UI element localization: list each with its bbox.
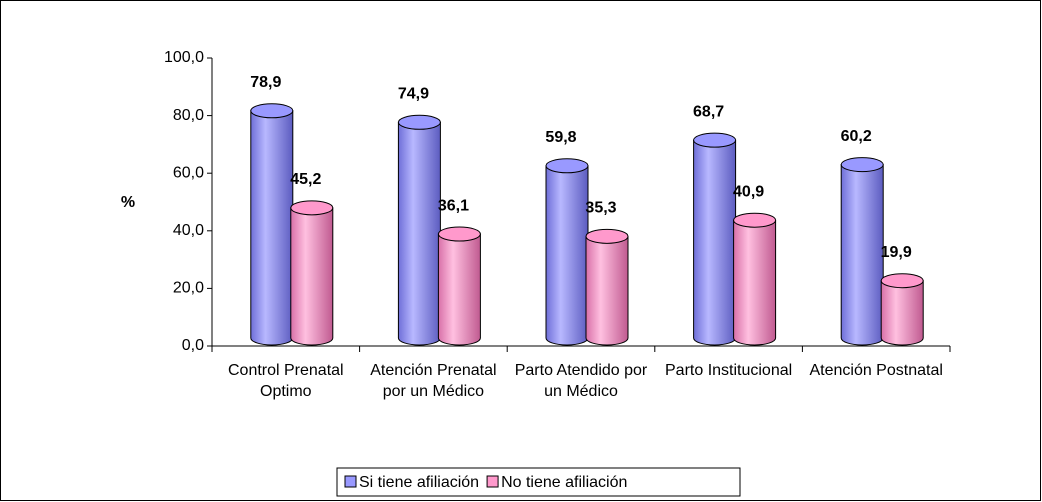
- data-label: 78,9: [250, 74, 281, 91]
- bar: [397, 114, 441, 346]
- data-label: 40,9: [733, 183, 764, 200]
- bar: [437, 226, 481, 346]
- bar: [840, 157, 884, 346]
- bar-top: [437, 226, 481, 242]
- data-label: 59,8: [545, 129, 576, 146]
- data-label: 45,2: [290, 171, 321, 188]
- data-label: 19,9: [881, 244, 912, 261]
- y-tick-label: 100,0: [164, 49, 204, 66]
- y-tick-label: 0,0: [182, 337, 204, 354]
- x-tick-label: Control Prenatal Optimo: [227, 362, 344, 400]
- bar-body: [880, 280, 924, 346]
- data-label: 60,2: [841, 128, 872, 145]
- data-label: 36,1: [438, 197, 469, 214]
- legend-swatch: [344, 475, 357, 488]
- data-label: 74,9: [398, 86, 429, 103]
- bar-body: [733, 219, 777, 346]
- x-tick-label: Atención Prenatal por un Médico: [370, 362, 497, 400]
- bar-body: [545, 165, 589, 346]
- bar-top: [397, 114, 441, 130]
- bar-body: [840, 164, 884, 346]
- y-tick-label: 80,0: [173, 107, 204, 124]
- bar-body: [397, 121, 441, 346]
- data-label: 68,7: [693, 103, 724, 120]
- bar-body: [437, 233, 481, 346]
- bar-top: [250, 103, 294, 119]
- bar-top: [545, 158, 589, 174]
- bar-top: [290, 200, 334, 216]
- x-tick-label: Atención Postnatal: [809, 362, 943, 379]
- bar-top: [733, 212, 777, 228]
- legend-label: No tiene afiliación: [501, 474, 627, 491]
- bar: [585, 228, 629, 346]
- bar-body: [693, 139, 737, 346]
- legend-label: Si tiene afiliación: [359, 474, 479, 491]
- bar-top: [880, 273, 924, 289]
- legend-box: [336, 467, 741, 497]
- bar-top: [693, 132, 737, 148]
- bar: [693, 132, 737, 346]
- y-axis-label: %: [121, 194, 135, 211]
- bar: [545, 158, 589, 346]
- bar-body: [250, 110, 294, 346]
- x-tick-label: Parto Atendido por un Médico: [514, 362, 648, 400]
- bar: [880, 273, 924, 346]
- bar-body: [585, 235, 629, 346]
- bar-top: [840, 157, 884, 173]
- y-tick-label: 20,0: [173, 280, 204, 297]
- bar: [250, 103, 294, 346]
- bar-top: [585, 228, 629, 244]
- bar: [290, 200, 334, 346]
- y-tick-label: 60,0: [173, 164, 204, 181]
- bar-body: [290, 207, 334, 346]
- data-label: 35,3: [585, 200, 616, 217]
- y-tick-label: 40,0: [173, 222, 204, 239]
- bar: [733, 212, 777, 346]
- legend-swatch: [486, 475, 499, 488]
- x-tick-label: Parto Institucional: [665, 362, 793, 379]
